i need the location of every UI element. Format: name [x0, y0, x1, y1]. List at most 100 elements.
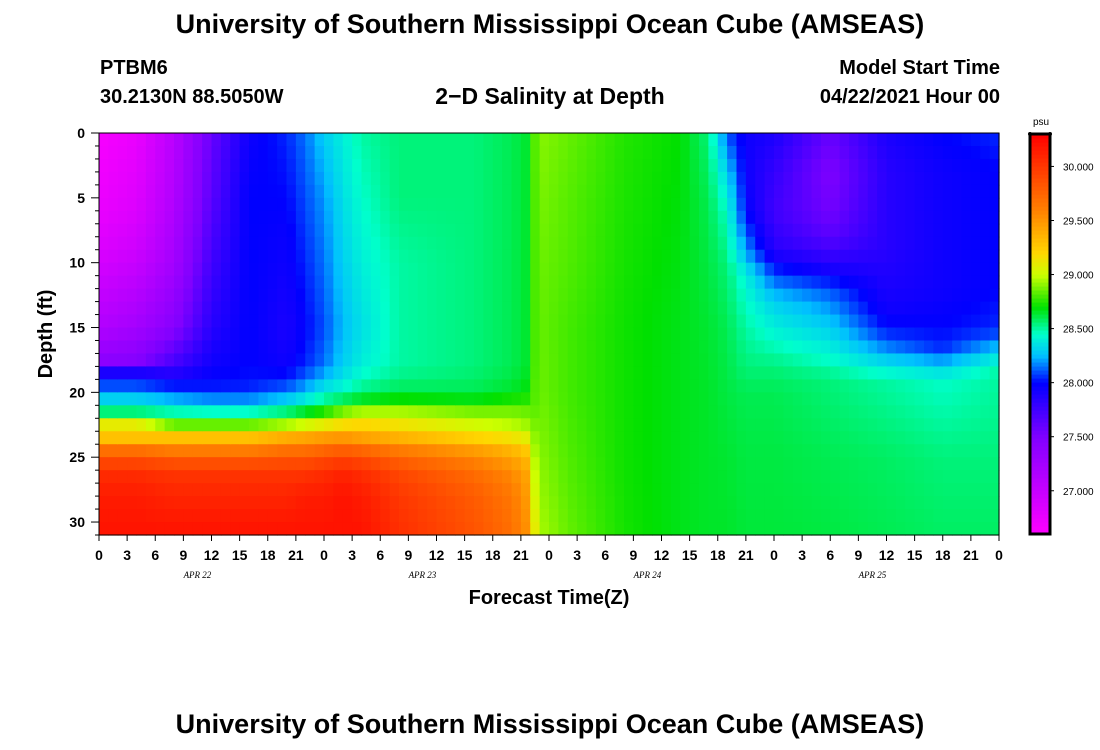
heatmap-cell: [117, 444, 128, 458]
heatmap-cell: [474, 262, 484, 277]
heatmap-cell: [483, 158, 494, 173]
heatmap-cell: [745, 392, 756, 406]
colorbar-cell: [1030, 314, 1050, 319]
heatmap-cell: [680, 379, 691, 393]
heatmap-cell: [417, 158, 428, 173]
heatmap-cell: [586, 470, 597, 484]
heatmap-cell: [605, 197, 616, 212]
heatmap-cell: [886, 366, 897, 380]
heatmap-cell: [155, 392, 166, 406]
colorbar-cell: [1030, 322, 1050, 327]
heatmap-cell: [174, 262, 184, 277]
heatmap-cell: [352, 184, 363, 199]
heatmap-cell: [792, 418, 803, 432]
heatmap-cell: [520, 314, 531, 329]
heatmap-cell: [567, 171, 578, 186]
heatmap-cell: [970, 379, 981, 393]
heatmap-cell: [352, 236, 363, 251]
heatmap-cell: [708, 366, 719, 380]
heatmap-cell: [220, 353, 231, 368]
heatmap-cell: [642, 392, 653, 406]
heatmap-cell: [380, 197, 391, 212]
heatmap-cell: [267, 470, 278, 484]
heatmap-cell: [305, 184, 316, 199]
heatmap-cell: [539, 405, 550, 419]
heatmap-cell: [802, 197, 813, 212]
x-tick-label: 15: [457, 547, 473, 563]
heatmap-cell: [249, 171, 259, 186]
heatmap-cell: [474, 301, 484, 316]
heatmap-cell: [108, 197, 119, 212]
heatmap-cell: [980, 457, 991, 471]
heatmap-cell: [867, 327, 878, 342]
heatmap-cell: [811, 405, 822, 419]
heatmap-cell: [192, 249, 203, 264]
heatmap-cell: [230, 392, 241, 406]
y-tick-label: 5: [77, 190, 85, 206]
heatmap-cell: [839, 210, 850, 225]
heatmap-cell: [502, 210, 513, 225]
heatmap-cell: [277, 470, 288, 484]
heatmap-cell: [933, 288, 944, 303]
heatmap-cell: [511, 133, 522, 147]
heatmap-cell: [549, 158, 559, 173]
heatmap-cell: [849, 470, 859, 484]
colorbar-cell: [1030, 366, 1050, 371]
heatmap-cell: [502, 418, 513, 432]
colorbar-cell: [1030, 354, 1050, 359]
heatmap-cell: [783, 405, 794, 419]
heatmap-cell: [764, 366, 775, 380]
heatmap-cell: [820, 405, 831, 419]
heatmap-cell: [558, 158, 569, 173]
heatmap-cell: [249, 210, 259, 225]
heatmap-cell: [792, 470, 803, 484]
colorbar-cell: [1030, 494, 1050, 499]
heatmap-cell: [558, 327, 569, 342]
heatmap-cell: [549, 133, 559, 147]
heatmap-cell: [155, 496, 166, 510]
colorbar-cell: [1030, 218, 1050, 223]
heatmap-cell: [811, 210, 822, 225]
heatmap-cell: [567, 418, 578, 432]
heatmap-cell: [905, 431, 916, 445]
heatmap-cell: [136, 483, 147, 497]
heatmap-cell: [174, 288, 184, 303]
heatmap-cell: [492, 509, 503, 523]
heatmap-cell: [774, 171, 784, 186]
heatmap-cell: [670, 366, 681, 380]
heatmap-cell: [333, 470, 344, 484]
heatmap-cell: [530, 197, 541, 212]
heatmap-cell: [324, 288, 334, 303]
heatmap-cell: [783, 522, 794, 536]
heatmap-cell: [417, 223, 428, 238]
heatmap-cell: [127, 314, 138, 329]
heatmap-cell: [99, 327, 109, 342]
heatmap-cell: [520, 197, 531, 212]
heatmap-cell: [333, 496, 344, 510]
colorbar-cell: [1030, 246, 1050, 251]
x-tick-label: 18: [710, 547, 726, 563]
heatmap-cell: [717, 509, 728, 523]
heatmap-cell: [886, 158, 897, 173]
heatmap-cell: [577, 431, 588, 445]
heatmap-cell: [502, 509, 513, 523]
heatmap-cell: [258, 145, 269, 160]
heatmap-cell: [474, 327, 484, 342]
heatmap-cell: [933, 470, 944, 484]
heatmap-cell: [717, 522, 728, 536]
heatmap-cell: [108, 171, 119, 186]
heatmap-cell: [502, 496, 513, 510]
heatmap-cell: [183, 262, 194, 277]
heatmap-cell: [745, 483, 756, 497]
heatmap-cell: [558, 236, 569, 251]
heatmap-cell: [970, 301, 981, 316]
heatmap-cell: [942, 262, 953, 277]
heatmap-cell: [830, 249, 841, 264]
heatmap-cell: [558, 483, 569, 497]
heatmap-cell: [108, 145, 119, 160]
heatmap-cell: [727, 197, 738, 212]
heatmap-cell: [605, 483, 616, 497]
heatmap-cell: [408, 366, 419, 380]
heatmap-cell: [408, 509, 419, 523]
heatmap-cell: [783, 457, 794, 471]
